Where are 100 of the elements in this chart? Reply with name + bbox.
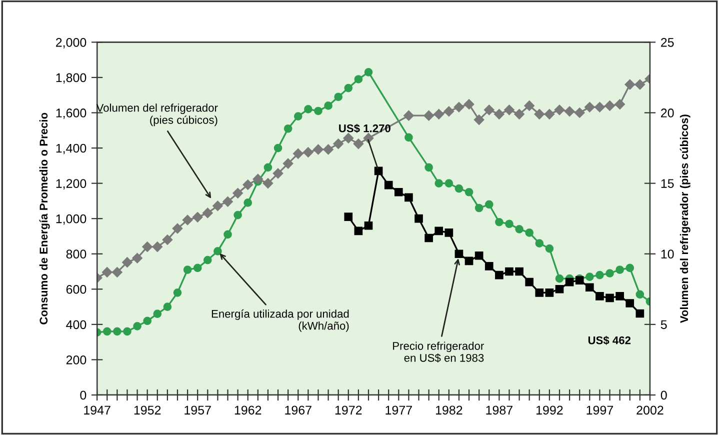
point: [626, 264, 634, 272]
point: [474, 204, 484, 212]
x-tick-label: 1957: [184, 406, 211, 415]
y2-tick-label: 20: [661, 108, 674, 118]
point: [535, 239, 544, 248]
point: [424, 163, 433, 172]
point: [606, 294, 614, 302]
point: [606, 269, 614, 278]
point: [222, 196, 233, 207]
point: [224, 230, 232, 239]
point: [123, 327, 132, 336]
point: [102, 327, 112, 336]
point: [132, 252, 142, 264]
point: [334, 92, 342, 102]
point: [344, 212, 353, 221]
point: [474, 114, 484, 125]
point: [182, 214, 193, 226]
point: [252, 174, 264, 184]
point: [232, 188, 243, 198]
point: [604, 100, 615, 111]
point: [214, 247, 222, 256]
y-axis-title: Consumo de Energía Promedio o Precio: [39, 112, 50, 324]
point: [464, 99, 474, 110]
point: [203, 256, 212, 264]
point: [274, 144, 282, 152]
point: [424, 234, 433, 242]
x-tick-label: 1947: [84, 406, 110, 415]
point: [272, 168, 284, 179]
point: [555, 274, 564, 283]
point: [113, 327, 122, 336]
point: [282, 158, 294, 169]
point: [122, 257, 132, 268]
point: [616, 292, 624, 300]
y-tick-label: 1,800: [56, 73, 86, 84]
y-tick-label: 1,400: [56, 144, 86, 154]
x-tick-label: 1977: [386, 406, 412, 415]
point: [384, 180, 393, 190]
point: [333, 138, 344, 149]
point: [614, 99, 625, 110]
annotation: Energía utilizada por unidad (kWh/año): [212, 309, 349, 332]
x-tick-label: 2002: [636, 406, 664, 415]
point: [454, 250, 464, 258]
y2-tick-label: 25: [661, 38, 674, 47]
x-tick-label: 1992: [536, 406, 563, 415]
y2-tick-label: 5: [660, 320, 667, 330]
y2-tick-label: 15: [661, 179, 674, 188]
point: [364, 68, 373, 76]
point: [444, 228, 454, 237]
point: [444, 179, 454, 188]
point: [564, 106, 575, 116]
point: [464, 256, 474, 266]
point: [343, 133, 354, 144]
x-tick-label: 1972: [335, 406, 362, 415]
point: [534, 109, 545, 120]
point: [264, 163, 272, 172]
y-tick-label: 800: [66, 250, 86, 259]
y2-tick-label: 0: [660, 390, 667, 400]
point: [525, 228, 534, 237]
point: [626, 299, 634, 308]
point: [414, 214, 423, 223]
point: [596, 270, 604, 280]
point: [142, 242, 152, 252]
point: [454, 102, 464, 112]
x-tick-label: 1962: [234, 406, 262, 415]
annotation: US$ 1.270: [339, 124, 390, 133]
point: [484, 104, 494, 116]
point: [133, 322, 142, 330]
point: [515, 267, 524, 276]
point: [354, 226, 363, 236]
point: [323, 144, 334, 155]
point: [474, 251, 484, 260]
point: [313, 144, 324, 155]
point: [284, 124, 292, 133]
point: [585, 283, 594, 292]
point: [624, 79, 635, 90]
point: [303, 147, 314, 158]
point: [524, 100, 534, 111]
point: [505, 220, 514, 228]
point: [143, 316, 152, 326]
point: [404, 133, 413, 142]
point: [394, 188, 403, 196]
y2-tick-label: 10: [661, 250, 674, 259]
x-tick-label: 1952: [134, 406, 161, 415]
point: [504, 104, 514, 116]
point: [374, 166, 383, 176]
y-tick-label: 2,000: [56, 38, 86, 48]
point: [544, 109, 555, 120]
y-tick-label: 1,200: [56, 179, 86, 190]
point: [565, 278, 574, 286]
point: [535, 288, 544, 297]
point: [616, 266, 624, 274]
point: [545, 244, 554, 253]
point: [344, 84, 353, 92]
point: [634, 79, 646, 90]
point: [514, 109, 524, 120]
point: [192, 212, 203, 222]
annotation: Precio refrigerador en US$ en 1983: [393, 342, 484, 362]
point: [515, 225, 524, 234]
point: [444, 106, 454, 116]
point: [434, 226, 444, 236]
